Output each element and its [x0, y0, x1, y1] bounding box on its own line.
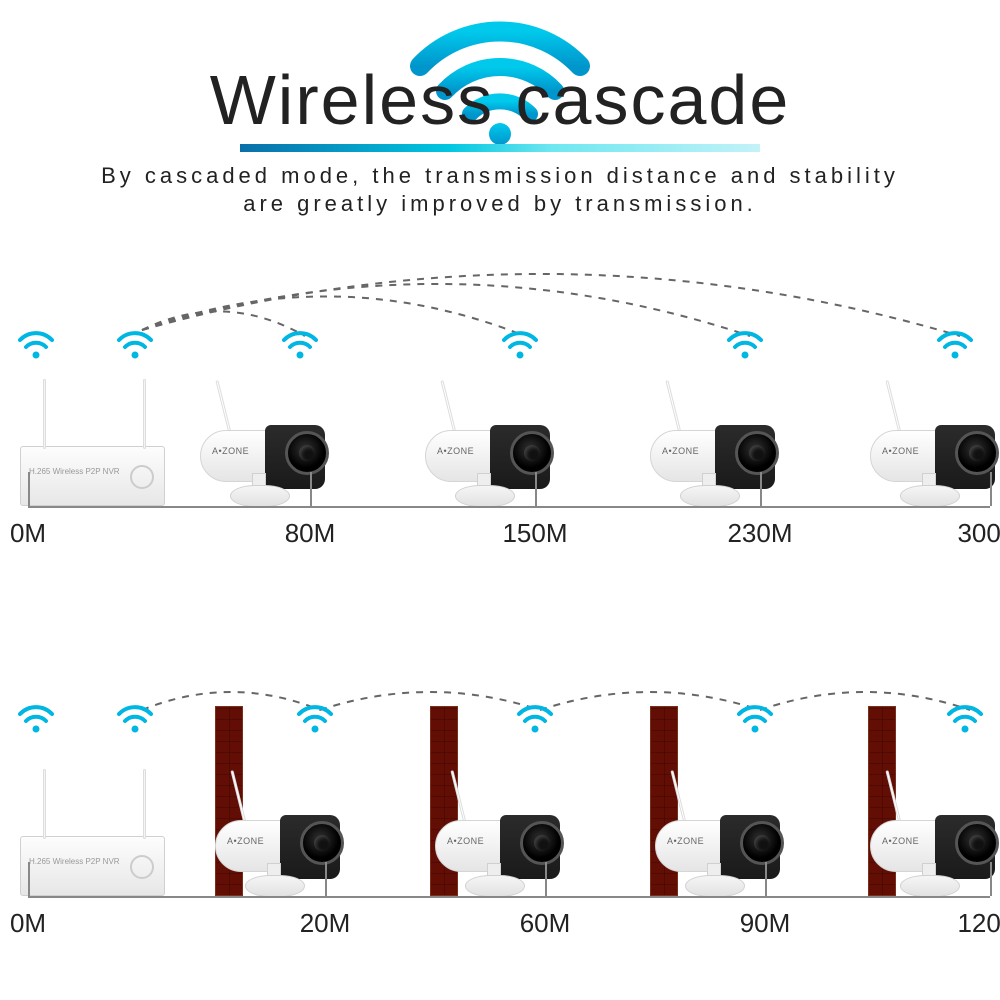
axis-tick	[310, 472, 312, 506]
nvr-antenna	[43, 379, 46, 449]
nvr-recorder: H.265 Wireless P2P NVR	[20, 446, 165, 506]
axis-tick-label: 150M	[502, 518, 567, 549]
wifi-icon	[115, 328, 155, 360]
wifi-icon	[16, 328, 56, 360]
header: Wireless cascade By cascaded mode, the t…	[0, 60, 1000, 217]
security-camera: A•ZONE	[870, 402, 1000, 507]
wifi-icon	[515, 702, 555, 734]
axis-tick	[990, 472, 992, 506]
wifi-icon	[935, 328, 975, 360]
axis-line	[28, 506, 990, 508]
nvr-antenna	[43, 769, 46, 839]
axis-tick	[28, 472, 30, 506]
axis-tick	[990, 862, 992, 896]
scene-open-air: H.265 Wireless P2P NVR A•ZONE A•ZONE A•Z…	[0, 270, 1000, 610]
page-title: Wireless cascade	[0, 60, 1000, 140]
axis-tick-label: 90M	[740, 908, 791, 939]
axis-tick-label: 20M	[300, 908, 351, 939]
nvr-recorder: H.265 Wireless P2P NVR	[20, 836, 165, 896]
axis-line	[28, 896, 990, 898]
wifi-icon	[115, 702, 155, 734]
axis-tick-label: 300M	[957, 518, 1000, 549]
nvr-antenna	[143, 379, 146, 449]
axis-tick	[325, 862, 327, 896]
title-underline	[240, 144, 760, 152]
wifi-icon	[280, 328, 320, 360]
nvr-antenna	[143, 769, 146, 839]
wifi-icon	[500, 328, 540, 360]
axis-tick-label: 230M	[727, 518, 792, 549]
subtitle-line1: By cascaded mode, the transmission dista…	[0, 162, 1000, 190]
scene-through-walls: H.265 Wireless P2P NVR A•ZONE A•ZONE A•Z…	[0, 660, 1000, 1000]
wifi-icon	[16, 702, 56, 734]
nvr-label: H.265 Wireless P2P NVR	[29, 857, 120, 866]
subtitle-line2: are greatly improved by transmission.	[0, 190, 1000, 218]
wifi-icon	[735, 702, 775, 734]
axis-tick	[545, 862, 547, 896]
wifi-icon	[725, 328, 765, 360]
nvr-label: H.265 Wireless P2P NVR	[29, 467, 120, 476]
axis-tick	[760, 472, 762, 506]
axis-tick	[535, 472, 537, 506]
axis-tick-label: 0M	[10, 518, 46, 549]
axis-tick	[28, 862, 30, 896]
wifi-icon	[945, 702, 985, 734]
axis-tick-label: 0M	[10, 908, 46, 939]
security-camera: A•ZONE	[870, 792, 1000, 897]
axis-tick-label: 60M	[520, 908, 571, 939]
wifi-icon	[295, 702, 335, 734]
axis-tick-label: 120M	[957, 908, 1000, 939]
axis-tick	[765, 862, 767, 896]
axis-tick-label: 80M	[285, 518, 336, 549]
